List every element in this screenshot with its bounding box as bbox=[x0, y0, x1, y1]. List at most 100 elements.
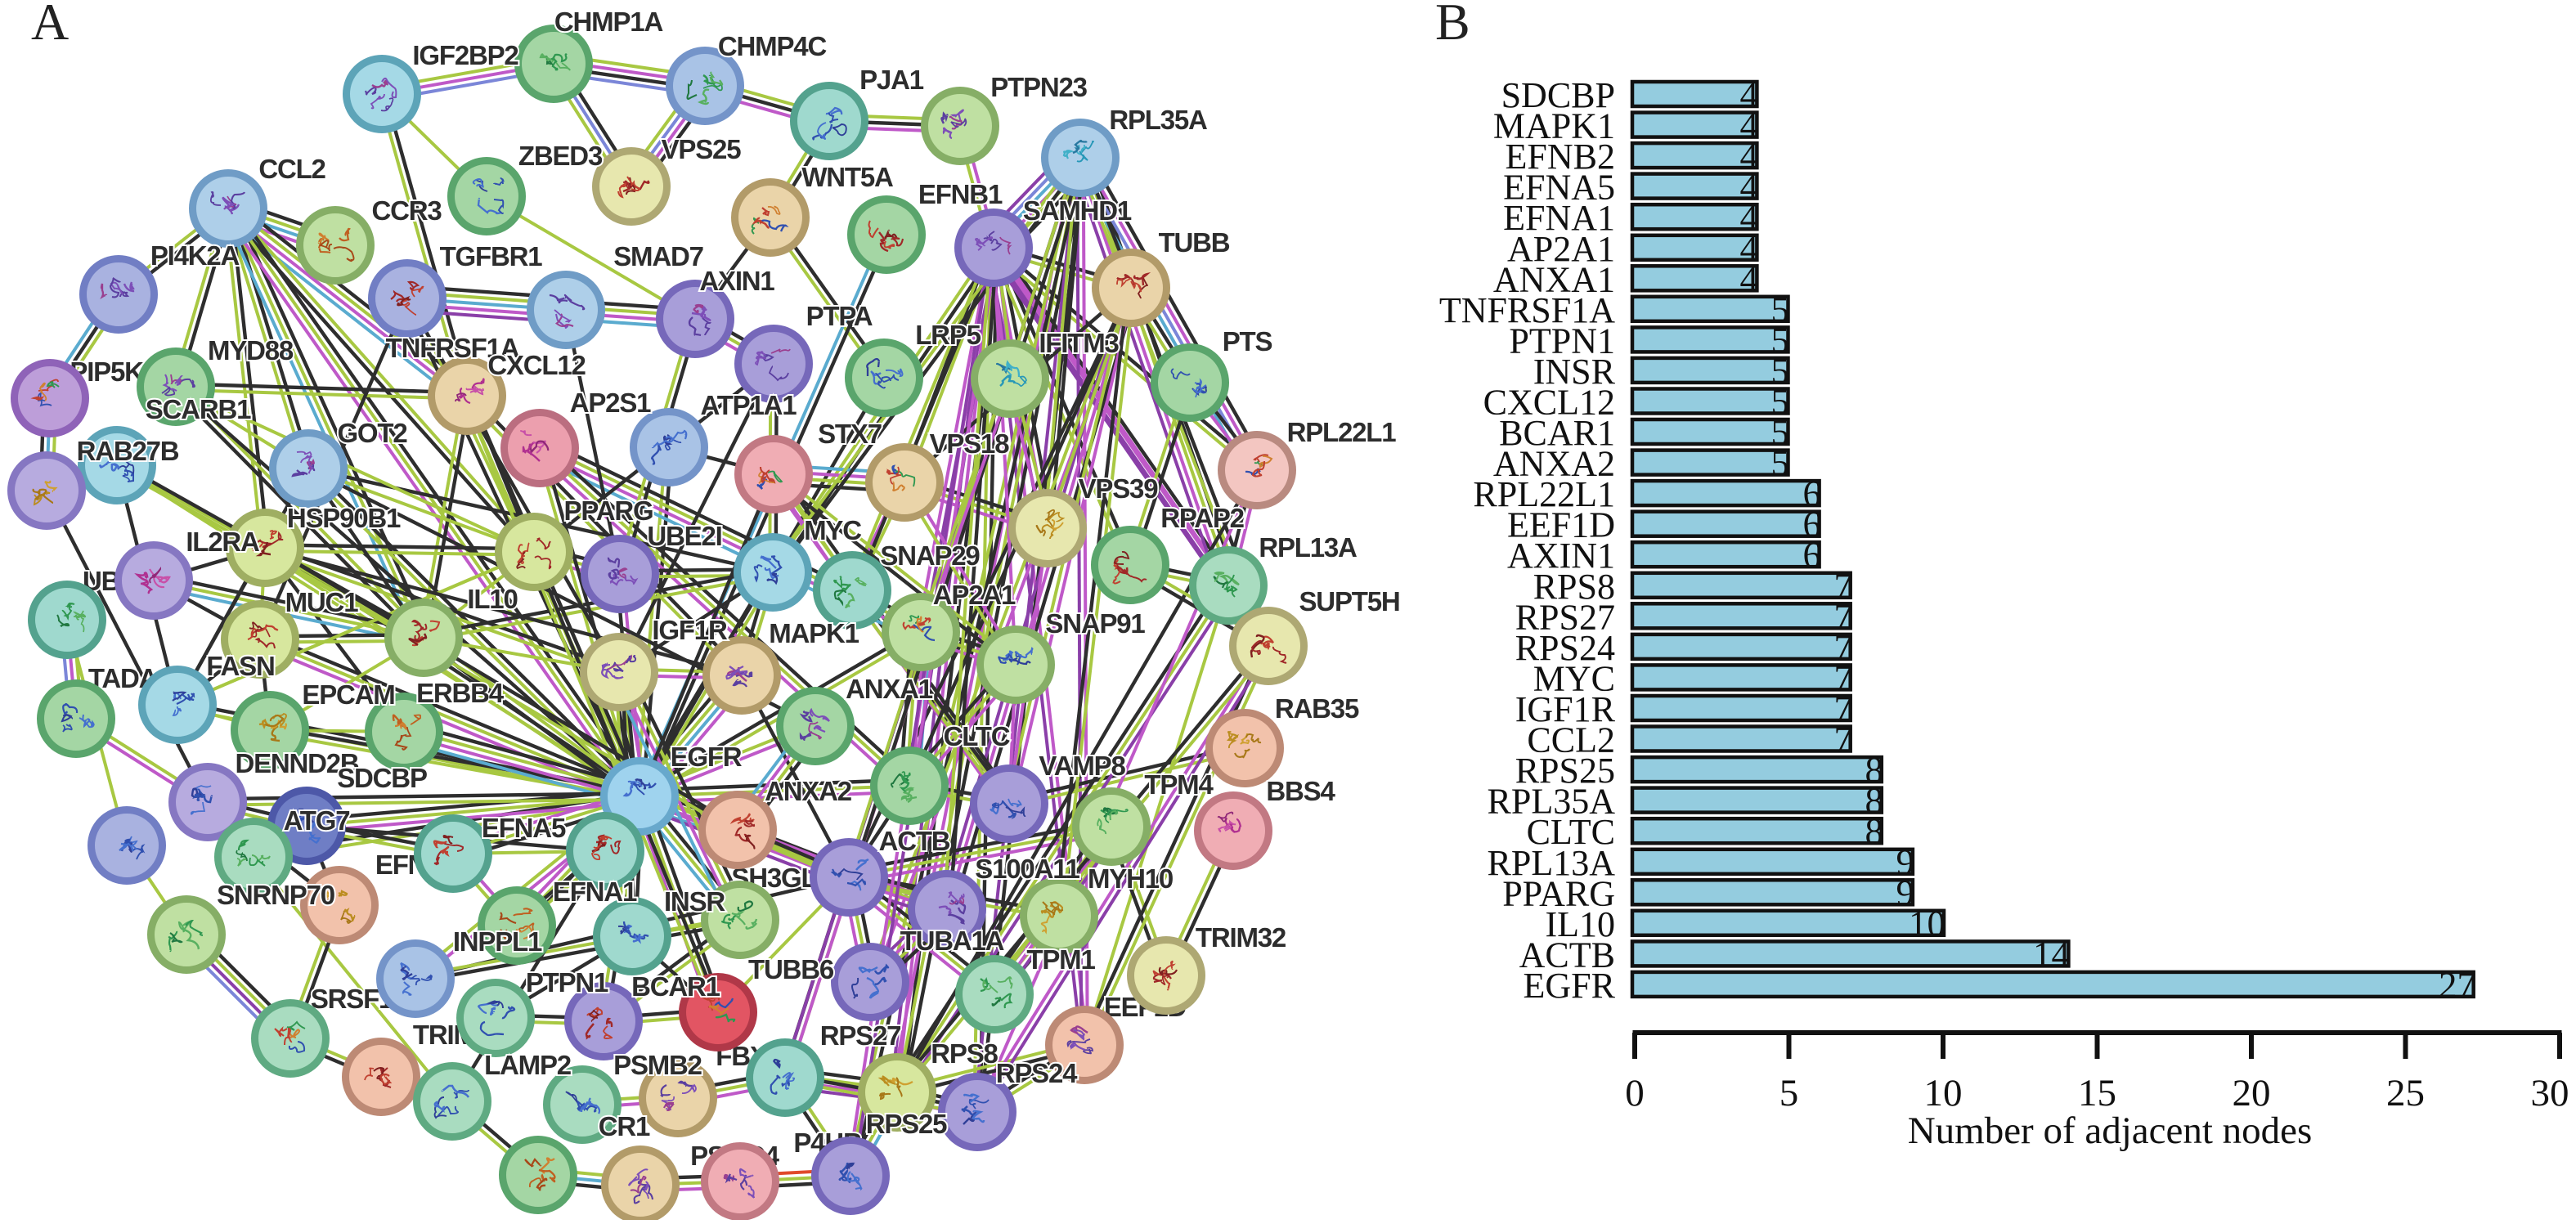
svg-text:9: 9 bbox=[1896, 842, 1915, 883]
svg-text:7: 7 bbox=[1834, 596, 1853, 637]
svg-text:7: 7 bbox=[1834, 566, 1853, 607]
svg-text:EFNA5: EFNA5 bbox=[1503, 168, 1615, 208]
svg-text:MAPK1: MAPK1 bbox=[769, 618, 859, 648]
svg-text:8: 8 bbox=[1865, 750, 1884, 791]
svg-text:27: 27 bbox=[2439, 965, 2475, 1006]
svg-text:AXIN1: AXIN1 bbox=[1507, 536, 1615, 576]
svg-text:INPPL1: INPPL1 bbox=[453, 926, 542, 957]
svg-text:EFNA1: EFNA1 bbox=[553, 877, 637, 907]
svg-text:7: 7 bbox=[1834, 688, 1853, 729]
svg-text:8: 8 bbox=[1865, 781, 1884, 822]
svg-text:SNAP91: SNAP91 bbox=[1045, 608, 1145, 639]
svg-text:EGFR: EGFR bbox=[671, 742, 743, 772]
svg-text:WNT5A: WNT5A bbox=[801, 162, 893, 192]
svg-text:MUC1: MUC1 bbox=[285, 587, 359, 617]
svg-text:7: 7 bbox=[1834, 657, 1853, 698]
svg-text:SMAD7: SMAD7 bbox=[613, 241, 703, 271]
svg-text:PTPN23: PTPN23 bbox=[990, 72, 1087, 102]
svg-text:4: 4 bbox=[1740, 74, 1759, 115]
svg-text:RAB27B: RAB27B bbox=[77, 436, 179, 466]
svg-text:TRIM32: TRIM32 bbox=[1196, 922, 1286, 953]
svg-text:PI4K2A: PI4K2A bbox=[150, 240, 240, 271]
svg-text:MYC: MYC bbox=[804, 515, 861, 545]
svg-text:TUBB6: TUBB6 bbox=[748, 954, 834, 984]
svg-text:5: 5 bbox=[1771, 443, 1790, 484]
svg-text:TPM4: TPM4 bbox=[1144, 769, 1214, 800]
svg-text:HSP90B1: HSP90B1 bbox=[287, 503, 401, 533]
svg-text:AP2A1: AP2A1 bbox=[933, 580, 1016, 610]
svg-text:14: 14 bbox=[2033, 934, 2070, 975]
svg-text:ATG7: ATG7 bbox=[284, 805, 350, 836]
svg-text:MYC: MYC bbox=[1533, 658, 1615, 698]
svg-text:CHMP4C: CHMP4C bbox=[718, 31, 827, 61]
svg-text:PTPA: PTPA bbox=[806, 301, 873, 331]
svg-text:TPM1: TPM1 bbox=[1026, 944, 1095, 975]
svg-text:TNFRSF1A: TNFRSF1A bbox=[1439, 290, 1615, 330]
svg-text:PSMB2: PSMB2 bbox=[613, 1050, 702, 1080]
svg-text:INSR: INSR bbox=[664, 886, 725, 917]
svg-text:EFNB1: EFNB1 bbox=[918, 179, 1003, 209]
svg-text:ANXA1: ANXA1 bbox=[846, 674, 933, 704]
svg-text:LRP5: LRP5 bbox=[915, 320, 981, 350]
svg-text:EFNA5: EFNA5 bbox=[482, 813, 566, 843]
svg-text:INSR: INSR bbox=[1533, 352, 1616, 392]
svg-text:ERBB4: ERBB4 bbox=[416, 678, 505, 708]
svg-text:Number of adjacent nodes: Number of adjacent nodes bbox=[1908, 1110, 2313, 1152]
svg-text:CR1: CR1 bbox=[599, 1111, 650, 1141]
svg-text:PPARG: PPARG bbox=[564, 495, 653, 526]
svg-text:RPL13A: RPL13A bbox=[1488, 843, 1616, 883]
svg-text:BCAR1: BCAR1 bbox=[1499, 413, 1615, 453]
svg-text:BCAR1: BCAR1 bbox=[631, 971, 720, 1002]
svg-text:S100A11: S100A11 bbox=[975, 854, 1079, 884]
svg-text:ANXA2: ANXA2 bbox=[765, 776, 852, 806]
svg-text:CCL2: CCL2 bbox=[258, 154, 325, 184]
svg-text:ANXA2: ANXA2 bbox=[1493, 444, 1615, 484]
svg-text:30: 30 bbox=[2531, 1072, 2569, 1114]
svg-text:MYH10: MYH10 bbox=[1088, 863, 1173, 894]
svg-text:RPL22L1: RPL22L1 bbox=[1287, 417, 1397, 447]
svg-text:SNRNP70: SNRNP70 bbox=[217, 880, 334, 910]
svg-text:RPL13A: RPL13A bbox=[1259, 532, 1357, 563]
svg-text:SDCBP: SDCBP bbox=[1501, 75, 1615, 115]
svg-text:EEF1D: EEF1D bbox=[1507, 505, 1615, 545]
svg-text:IL10: IL10 bbox=[467, 584, 517, 614]
svg-text:AP2A1: AP2A1 bbox=[1507, 229, 1615, 269]
svg-text:IL10: IL10 bbox=[1545, 904, 1615, 944]
svg-text:GOT2: GOT2 bbox=[337, 418, 407, 448]
svg-text:CHMP1A: CHMP1A bbox=[554, 7, 663, 37]
svg-text:DENND2B: DENND2B bbox=[235, 748, 358, 778]
svg-text:IFITM3: IFITM3 bbox=[1039, 328, 1119, 358]
svg-text:VPS39: VPS39 bbox=[1079, 473, 1159, 504]
svg-text:4: 4 bbox=[1740, 258, 1759, 299]
svg-text:VPS18: VPS18 bbox=[930, 428, 1010, 459]
svg-text:0: 0 bbox=[1625, 1072, 1645, 1114]
svg-text:TADA2B: TADA2B bbox=[88, 663, 191, 693]
svg-text:PTPN1: PTPN1 bbox=[526, 967, 608, 998]
svg-text:PPARG: PPARG bbox=[1502, 873, 1615, 913]
svg-text:SAMHD1: SAMHD1 bbox=[1023, 195, 1132, 226]
svg-text:SDCBP: SDCBP bbox=[337, 763, 427, 793]
svg-text:UBE2I: UBE2I bbox=[647, 521, 721, 551]
svg-text:TUBB: TUBB bbox=[1159, 227, 1230, 258]
svg-text:RPAP2: RPAP2 bbox=[1160, 503, 1244, 533]
svg-text:SNAP29: SNAP29 bbox=[880, 540, 980, 571]
svg-text:CXCL12: CXCL12 bbox=[487, 350, 586, 380]
svg-text:EFNA1: EFNA1 bbox=[1503, 198, 1615, 238]
svg-text:RPS24: RPS24 bbox=[996, 1058, 1078, 1088]
svg-text:9: 9 bbox=[1896, 872, 1915, 913]
svg-text:CLTC: CLTC bbox=[1527, 812, 1615, 852]
svg-text:SCARB1: SCARB1 bbox=[146, 394, 251, 424]
svg-text:15: 15 bbox=[2078, 1072, 2116, 1114]
svg-text:IGF1R: IGF1R bbox=[1515, 689, 1616, 729]
svg-text:FASN: FASN bbox=[206, 651, 274, 681]
svg-text:EPCAM: EPCAM bbox=[302, 679, 394, 710]
svg-text:LAMP2: LAMP2 bbox=[484, 1050, 572, 1080]
svg-text:8: 8 bbox=[1865, 811, 1884, 852]
svg-text:ATP1A1: ATP1A1 bbox=[701, 390, 797, 420]
svg-text:VAMP8: VAMP8 bbox=[1039, 751, 1125, 781]
svg-text:B: B bbox=[1435, 0, 1470, 51]
svg-text:6: 6 bbox=[1803, 504, 1822, 545]
svg-text:10: 10 bbox=[1924, 1072, 1963, 1114]
svg-text:RPL22L1: RPL22L1 bbox=[1473, 474, 1615, 514]
svg-text:TUBA1A: TUBA1A bbox=[900, 926, 1004, 956]
